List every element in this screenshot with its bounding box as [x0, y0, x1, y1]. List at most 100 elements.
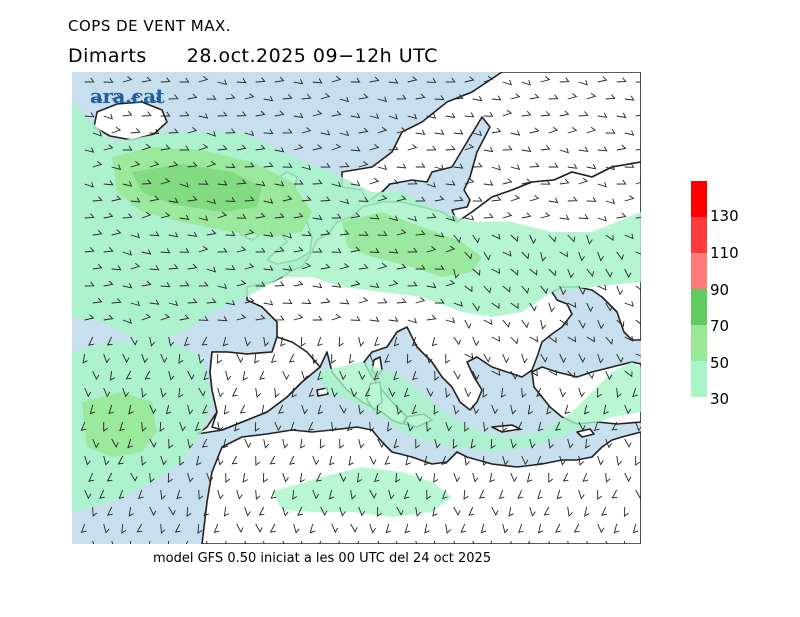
wind-barb [578, 214, 589, 220]
wind-barb [464, 178, 475, 185]
wind-barb [415, 438, 421, 449]
wind-barb [388, 215, 399, 222]
wind-barb [632, 523, 639, 534]
wind-barb [498, 489, 505, 500]
wind-barb [92, 438, 100, 449]
wind-barb [559, 455, 566, 466]
wind-barb [92, 506, 98, 517]
wind-barb [308, 421, 314, 431]
wind-barb [564, 404, 571, 415]
wind-barb [130, 232, 141, 239]
wind-barb [540, 353, 548, 363]
wind-barb [187, 263, 198, 270]
wind-barb [426, 213, 437, 219]
balearic-islands [316, 387, 329, 397]
wind-barb [548, 268, 557, 277]
wind-barb [423, 455, 430, 466]
iberia-landmass [209, 336, 321, 431]
wind-barb [510, 194, 521, 202]
wind-barb [174, 523, 181, 533]
wind-barb [613, 523, 620, 534]
wind-barb [384, 455, 391, 465]
wind-barb [236, 144, 247, 151]
wind-barb [80, 523, 87, 534]
wind-barb [198, 281, 209, 287]
wind-barb [160, 248, 171, 254]
wind-barb [483, 75, 494, 83]
wind-barb [244, 229, 255, 236]
wind-barb [516, 421, 523, 431]
wind-barb [434, 232, 445, 238]
wind-barb [405, 455, 411, 466]
wind-barb [339, 472, 347, 483]
wind-barb [415, 472, 423, 482]
wind-barb [84, 182, 94, 188]
wind-barb [80, 421, 87, 432]
wind-barb [624, 336, 634, 342]
wind-barb [527, 540, 531, 544]
wind-barb [103, 523, 110, 534]
wind-barb [282, 438, 289, 449]
wind-barb [424, 523, 430, 534]
wind-barb [433, 404, 439, 415]
wind-barb [198, 489, 204, 500]
wind-barb [537, 489, 543, 500]
wind-barb [578, 251, 585, 262]
wind-barb [263, 96, 274, 102]
wind-barb [452, 438, 458, 449]
wind-barb [282, 370, 290, 381]
wind-barb [369, 177, 380, 185]
wind-barb [244, 336, 251, 347]
wind-barb [529, 234, 537, 245]
wind-barb [377, 195, 388, 202]
wind-barb [472, 404, 479, 415]
wind-barb [635, 251, 641, 255]
wind-gust-map [72, 72, 641, 544]
wind-barb [529, 268, 538, 276]
wind-barb [502, 79, 513, 86]
wind-barb [556, 489, 563, 500]
wind-barb [312, 315, 323, 321]
wind-barb [472, 540, 475, 544]
wind-barb [222, 438, 229, 449]
wind-barb [464, 112, 475, 118]
wind-barb [111, 164, 122, 171]
wind-barb [616, 455, 623, 466]
wind-barb [289, 455, 295, 465]
wind-barb [548, 94, 559, 100]
wind-barb [187, 404, 194, 415]
wind-barb [141, 421, 147, 432]
wind-barb [149, 336, 156, 347]
wind-barb [453, 472, 461, 483]
wind-barb [217, 353, 222, 364]
wind-barb [119, 421, 125, 432]
wind-barb [393, 438, 400, 449]
wind-barb [635, 421, 641, 432]
wind-barb [263, 336, 270, 347]
wind-barb [396, 163, 407, 169]
wind-barb [165, 404, 172, 415]
wind-barb [300, 336, 306, 347]
wind-barb [597, 319, 605, 330]
wind-barb [415, 93, 426, 100]
wind-barb [234, 421, 240, 432]
wind-barb [282, 540, 285, 544]
wind-barb [464, 353, 474, 360]
wind-barb-field [80, 75, 641, 544]
wind-barb [198, 245, 209, 253]
wind-barb [231, 387, 238, 397]
wind-barb [282, 128, 293, 134]
wind-barb [282, 232, 292, 239]
wind-barb [350, 112, 361, 119]
wind-barb [206, 472, 214, 483]
wind-barb [255, 77, 266, 83]
wind-barb [263, 231, 274, 237]
wind-barb [358, 263, 369, 270]
wind-barb [502, 212, 513, 219]
wind-barb [159, 421, 165, 432]
wind-barb [578, 111, 589, 117]
wind-barb [206, 298, 217, 304]
wind-barb [236, 280, 247, 287]
wind-barb [339, 162, 350, 168]
ara-cat-logo[interactable]: ara.cat [90, 84, 165, 108]
